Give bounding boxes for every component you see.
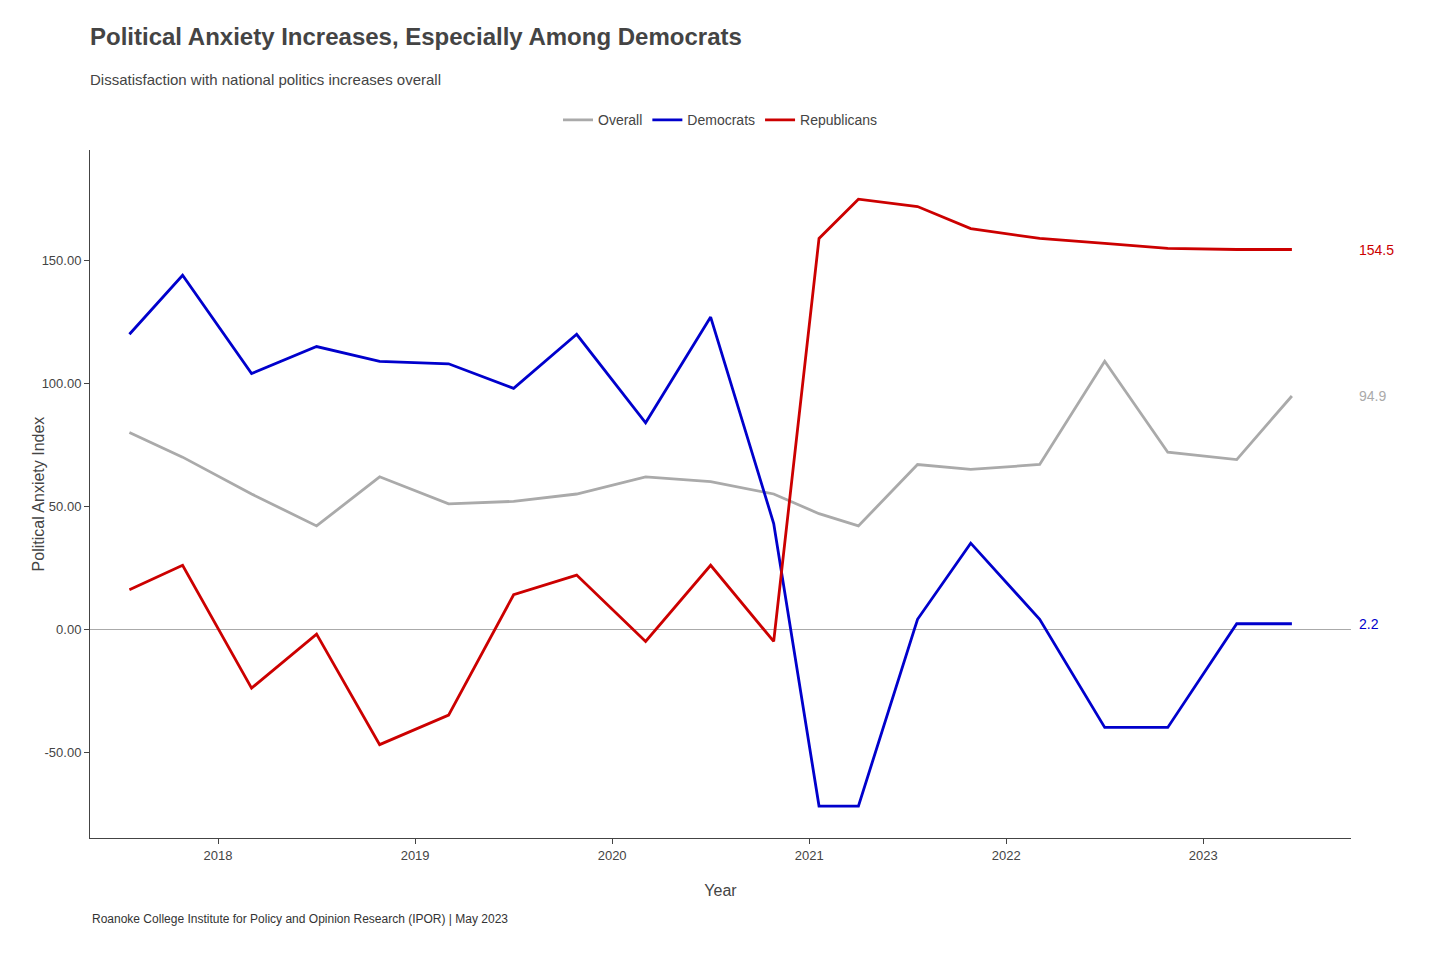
svg-text:Republicans: Republicans xyxy=(800,112,877,128)
svg-text:2.2: 2.2 xyxy=(1359,616,1379,632)
svg-text:0.00: 0.00 xyxy=(56,622,81,637)
svg-text:50.00: 50.00 xyxy=(49,499,82,514)
svg-text:150.00: 150.00 xyxy=(42,253,82,268)
svg-text:Year: Year xyxy=(704,882,737,899)
svg-text:Roanoke College Institute for: Roanoke College Institute for Policy and… xyxy=(92,912,508,926)
svg-text:2018: 2018 xyxy=(204,848,233,863)
svg-text:Political Anxiety Increases, E: Political Anxiety Increases, Especially … xyxy=(90,23,742,50)
svg-text:Political Anxiety Index: Political Anxiety Index xyxy=(30,417,47,572)
svg-text:Democrats: Democrats xyxy=(687,112,755,128)
svg-text:154.5: 154.5 xyxy=(1359,242,1394,258)
svg-text:2019: 2019 xyxy=(401,848,430,863)
svg-text:2023: 2023 xyxy=(1189,848,1218,863)
svg-text:2020: 2020 xyxy=(598,848,627,863)
svg-text:Dissatisfaction with national: Dissatisfaction with national politics i… xyxy=(90,71,441,88)
svg-text:Overall: Overall xyxy=(598,112,642,128)
svg-text:2022: 2022 xyxy=(992,848,1021,863)
svg-text:94.9: 94.9 xyxy=(1359,388,1386,404)
svg-text:2021: 2021 xyxy=(795,848,824,863)
svg-text:100.00: 100.00 xyxy=(42,376,82,391)
svg-text:-50.00: -50.00 xyxy=(45,745,82,760)
